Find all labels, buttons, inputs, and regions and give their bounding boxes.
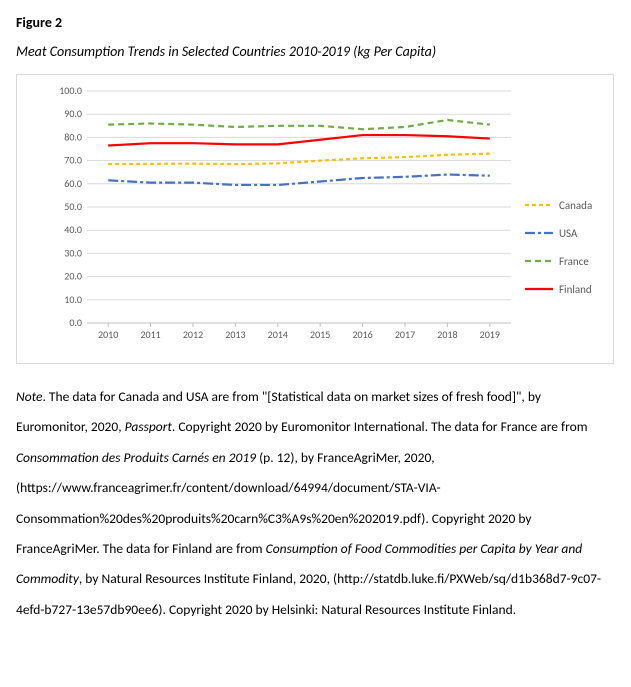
legend-item: USA [525,219,613,247]
svg-text:2010: 2010 [98,328,118,341]
svg-text:80.0: 80.0 [64,130,82,143]
figure-note: Note. The data for Canada and USA are fr… [16,382,615,625]
legend-label: France [559,255,589,268]
svg-text:2017: 2017 [395,328,415,341]
chart-plot: 0.0 10.0 20.0 30.0 40.0 50.0 60.0 70.0 80.0 90.0 1… [57,85,517,343]
chart-container: 0.0 10.0 20.0 30.0 40.0 50.0 60.0 70.0 80.0 90.0 1… [16,74,614,364]
svg-text:60.0: 60.0 [64,177,82,190]
svg-text:2018: 2018 [437,328,457,341]
svg-text:50.0: 50.0 [64,200,82,213]
note-text: Consommation des Produits Carnés en 2019 [16,449,256,466]
svg-text:70.0: 70.0 [64,154,82,167]
svg-text:2019: 2019 [480,328,500,341]
note-text: , by Natural Resources Institute Finland… [16,570,601,617]
legend-item: Finland [525,275,613,303]
svg-text:20.0: 20.0 [64,270,82,283]
svg-text:0.0: 0.0 [69,316,82,329]
legend-swatch [525,198,553,212]
svg-text:2016: 2016 [352,328,372,341]
note-text: Passport [125,418,172,435]
legend-swatch [525,282,553,296]
figure-label: Figure 2 [16,14,615,31]
legend-swatch [525,226,553,240]
svg-text:2012: 2012 [183,328,203,341]
svg-text:2011: 2011 [140,328,160,341]
note-text: . Copyright 2020 by Euromonitor Internat… [172,418,588,435]
chart-legend: Canada USA France Finland [525,191,613,303]
svg-text:2013: 2013 [225,328,245,341]
legend-item: France [525,247,613,275]
legend-swatch [525,254,553,268]
note-text: Note [16,388,42,405]
svg-text:2015: 2015 [310,328,330,341]
legend-item: Canada [525,191,613,219]
svg-text:100.0: 100.0 [59,85,82,97]
figure-title: Meat Consumption Trends in Selected Coun… [16,43,615,60]
svg-text:10.0: 10.0 [64,293,82,306]
svg-text:40.0: 40.0 [64,223,82,236]
svg-text:90.0: 90.0 [64,107,82,120]
legend-label: USA [559,227,577,240]
legend-label: Canada [559,199,592,212]
svg-text:2014: 2014 [268,328,288,341]
svg-text:30.0: 30.0 [64,246,82,259]
legend-label: Finland [559,283,592,296]
